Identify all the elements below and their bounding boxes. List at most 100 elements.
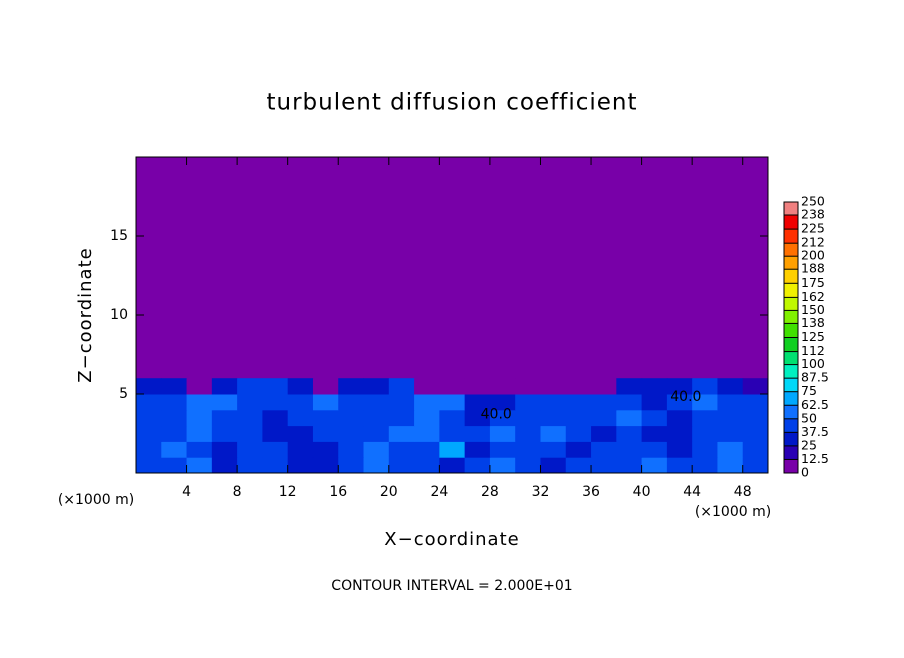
field-cell — [591, 425, 617, 442]
field-cell — [439, 441, 466, 458]
field-cell — [464, 425, 491, 442]
y-tick-label: 10 — [110, 307, 128, 323]
x-tick-label: 16 — [329, 484, 347, 500]
colorbar-tick-label: 238 — [801, 207, 825, 222]
colorbar-band — [784, 243, 798, 257]
colorbar-band — [784, 283, 798, 298]
field-cell — [439, 457, 466, 474]
field-cell — [616, 394, 643, 411]
field-cell — [692, 394, 718, 411]
field-cell — [489, 457, 516, 474]
field-cell — [312, 378, 339, 395]
field-cell — [186, 441, 213, 458]
field-cell — [388, 409, 415, 427]
field-cell — [136, 425, 162, 442]
field-cell — [692, 378, 718, 395]
colorbar-band — [784, 269, 798, 284]
field-cell — [616, 457, 643, 474]
x-unit-label: (×1000 m) — [695, 504, 771, 520]
field-cell — [363, 457, 390, 474]
field-cell — [717, 425, 744, 442]
x-tick-label: 8 — [233, 484, 242, 500]
field-cell — [186, 394, 213, 411]
colorbar-tick-label: 25 — [801, 437, 817, 452]
field-cell — [489, 378, 516, 395]
field-cell — [717, 409, 744, 427]
field-cell — [515, 425, 541, 442]
field-cell — [262, 378, 289, 395]
field-cell — [616, 409, 643, 427]
field-cell — [338, 378, 365, 395]
colorbar-tick-label: 250 — [801, 194, 825, 209]
colorbar-band — [784, 229, 798, 244]
field-cell — [591, 409, 617, 427]
colorbar-band — [784, 297, 798, 311]
field-cell — [641, 441, 668, 458]
field-cell — [616, 441, 643, 458]
field-cell — [489, 394, 516, 411]
field-cell — [641, 378, 668, 395]
field-cell — [717, 394, 744, 411]
field-cell — [414, 457, 440, 474]
colorbar-band — [784, 418, 798, 433]
colorbar-tick-label: 50 — [801, 410, 817, 425]
colorbar-band — [784, 364, 798, 379]
contour-label: 40.0 — [670, 389, 701, 405]
field-cell — [237, 409, 263, 427]
field-cell — [262, 394, 289, 411]
field-cell — [565, 409, 592, 427]
field-cell — [414, 441, 440, 458]
field-cell — [363, 394, 390, 411]
field-cell — [161, 425, 188, 442]
contour-label: 40.0 — [481, 407, 512, 423]
field-cell — [565, 441, 592, 458]
colorbar-band — [784, 405, 798, 419]
field-cell — [136, 378, 162, 395]
colorbar-tick-label: 37.5 — [801, 424, 829, 439]
field-cell — [540, 457, 567, 474]
field-cell — [363, 378, 390, 395]
field-cell — [489, 441, 516, 458]
field-cell — [312, 441, 339, 458]
field-cell — [237, 394, 263, 411]
y-axis-label: Z−coordinate — [75, 247, 96, 382]
field-cell — [591, 441, 617, 458]
colorbar-tick-label: 87.5 — [801, 370, 829, 385]
field-cell — [287, 394, 314, 411]
field-cell — [439, 425, 466, 442]
field-cell — [742, 409, 769, 427]
field-cell — [262, 409, 289, 427]
x-unit-label: (×1000 m) — [58, 492, 134, 508]
field-cell — [211, 378, 238, 395]
field-cell — [439, 394, 466, 411]
field-cell — [692, 457, 718, 474]
colorbar-tick-label: 150 — [801, 302, 825, 317]
colorbar-tick-label: 175 — [801, 275, 825, 290]
field-cell — [211, 409, 238, 427]
field-cell — [666, 441, 693, 458]
field-cell — [489, 425, 516, 442]
field-cell — [464, 394, 491, 411]
field-cell — [186, 409, 213, 427]
field-cell — [161, 457, 188, 474]
colorbar-band — [784, 310, 798, 324]
colorbar-tick-label: 138 — [801, 315, 825, 330]
field-cell — [211, 441, 238, 458]
colorbar-tick-label: 188 — [801, 261, 825, 276]
field-cell — [742, 457, 769, 474]
colorbar-tick-label: 162 — [801, 289, 825, 304]
field-cell — [540, 409, 567, 427]
field-cell — [161, 409, 188, 427]
x-tick-label: 28 — [481, 484, 499, 500]
field-cell — [211, 457, 238, 474]
colorbar-band — [784, 391, 798, 406]
colorbar-band — [784, 337, 798, 352]
field-cell — [388, 378, 415, 395]
field-cell — [161, 441, 188, 458]
field-cell — [464, 409, 491, 427]
field-cell — [742, 378, 769, 395]
field-cell — [692, 441, 718, 458]
colorbar-band — [784, 256, 798, 270]
field-cell — [388, 394, 415, 411]
